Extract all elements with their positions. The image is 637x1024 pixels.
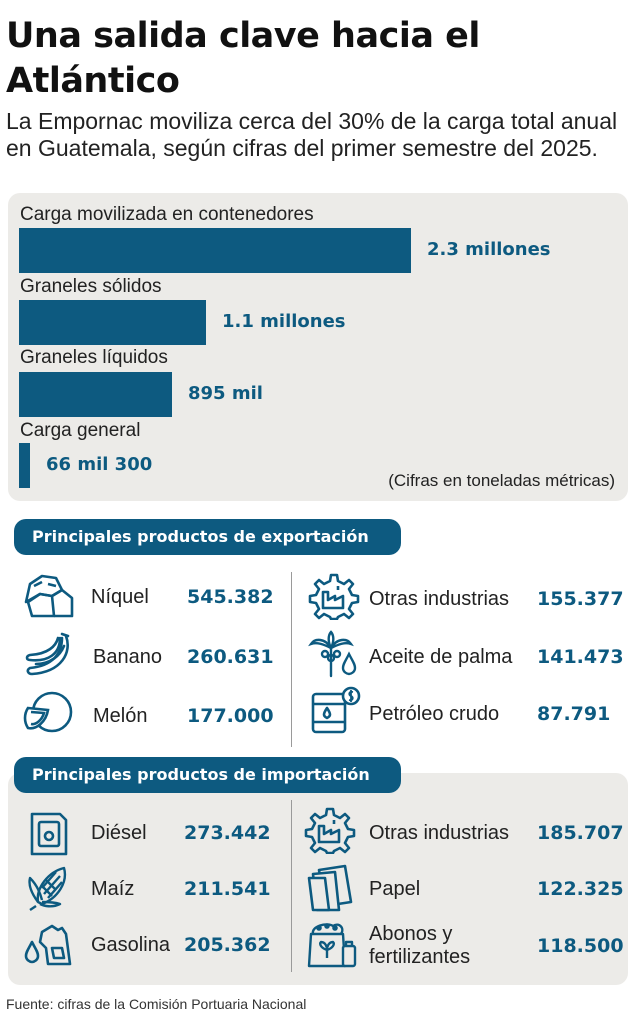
export-value-5: 141.473: [537, 646, 624, 668]
import-name-4: Otras industrias: [369, 822, 510, 844]
exports-divider: [291, 572, 292, 747]
paper-icon: [305, 864, 359, 912]
page-subtitle: La Empornac moviliza cerca del 30% de la…: [6, 108, 618, 161]
export-name-6: Petróleo crudo: [369, 703, 500, 725]
bar-value-3: 895 mil: [188, 383, 263, 404]
export-value-1: 545.382: [187, 586, 274, 608]
fuel-nozzle-icon: [22, 920, 76, 968]
export-name-1: Níquel: [91, 586, 149, 608]
export-value-3: 177.000: [187, 705, 274, 727]
bar-2: [19, 300, 206, 345]
units-note: (Cifras en toneladas métricas): [388, 471, 615, 490]
bar-label-4: Carga general: [20, 420, 141, 441]
bar-label-2: Graneles sólidos: [20, 276, 162, 297]
import-name-3: Gasolina: [91, 934, 170, 956]
import-value-1: 273.442: [184, 822, 271, 844]
oil-barrel-icon: [307, 686, 361, 734]
bar-3: [19, 372, 172, 417]
export-name-4: Otras industrias: [369, 588, 510, 610]
industry-gear-icon: [303, 806, 357, 854]
fertilizer-bag-icon: [305, 920, 359, 968]
exports-heading: Principales productos de exportación: [14, 519, 401, 555]
import-value-3: 205.362: [184, 934, 271, 956]
bar-value-2: 1.1 millones: [222, 311, 346, 332]
bar-label-3: Graneles líquidos: [20, 347, 168, 368]
palm-oil-icon: [307, 630, 361, 678]
import-value-5: 122.325: [537, 878, 624, 900]
source-note: Fuente: cifras de la Comisión Portuaria …: [6, 996, 307, 1012]
nickel-rocks-icon: [22, 572, 76, 620]
import-name-2: Maíz: [91, 878, 135, 900]
bar-label-1: Carga movilizada en contenedores: [20, 204, 314, 225]
bar-1: [19, 228, 411, 273]
export-name-2: Banano: [93, 646, 162, 668]
import-name-5: Papel: [369, 878, 421, 900]
import-name-6: Abonos y fertilizantes: [369, 923, 471, 968]
melon-icon: [22, 688, 76, 736]
bar-4: [19, 443, 30, 488]
import-value-6: 118.500: [537, 935, 624, 957]
bar-value-1: 2.3 millones: [427, 239, 551, 260]
banana-icon: [22, 630, 76, 678]
export-name-5: Aceite de palma: [369, 646, 513, 668]
page-title: Una salida clave hacia el Atlántico: [6, 16, 480, 101]
industry-gear-icon: [307, 572, 361, 620]
export-value-6: 87.791: [537, 703, 611, 725]
corn-icon: [22, 864, 76, 912]
export-value-4: 155.377: [537, 588, 624, 610]
export-name-3: Melón: [93, 705, 148, 727]
import-name-1: Diésel: [91, 822, 147, 844]
bar-value-4: 66 mil 300: [46, 454, 153, 475]
export-value-2: 260.631: [187, 646, 274, 668]
import-value-2: 211.541: [184, 878, 271, 900]
fuel-can-icon: [22, 808, 76, 856]
imports-divider: [291, 800, 292, 972]
imports-heading: Principales productos de importación: [14, 757, 401, 793]
import-value-4: 185.707: [537, 822, 624, 844]
